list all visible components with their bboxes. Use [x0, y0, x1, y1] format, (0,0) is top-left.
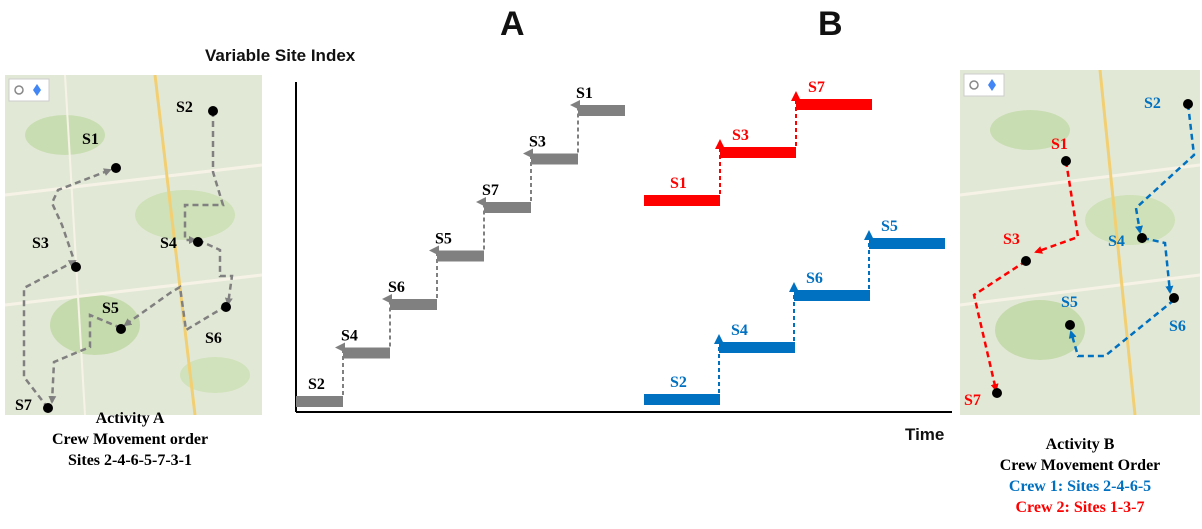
left-caption-order-label: Crew Movement order: [51, 431, 209, 448]
activity-a-bar-s6: [390, 299, 437, 310]
right-path-3-7: [972, 259, 1027, 392]
activity-b-crew-2-label-s3: S3: [732, 127, 749, 144]
left-path-3-1: [50, 168, 112, 267]
right-path-2-4: [1134, 103, 1196, 234]
left-label-s4: S4: [160, 235, 177, 252]
x-axis-title: Time: [905, 425, 945, 444]
directions-icon: [33, 84, 41, 96]
activity-a-label-s1: S1: [576, 85, 593, 102]
left-caption-sites: Sites 2-4-6-5-7-3-1: [68, 452, 192, 469]
y-axis-title: Variable Site Index: [205, 46, 356, 65]
activity-b-crew-1-bar-s2: [644, 394, 720, 405]
left-site-s4-dot: [193, 237, 203, 247]
right-site-s2-dot: [1183, 99, 1193, 109]
activity-b-crew-2-bar-s3: [720, 147, 796, 158]
activity-b-crew-1-label-s6: S6: [806, 270, 823, 287]
left-path-5-7: [48, 313, 122, 404]
left-label-s5: S5: [102, 300, 119, 317]
right-site-s1-dot: [1061, 156, 1071, 166]
activity-b-crew-2-label-s1: S1: [670, 175, 687, 192]
right-map-background: [960, 70, 1200, 415]
left-caption-activity: Activity A: [95, 410, 165, 427]
left-label-s6: S6: [205, 330, 222, 347]
left-site-s5-dot: [116, 324, 126, 334]
activity-b-crew-2-bar-s1: [644, 195, 720, 206]
activity-a-bar-s5: [437, 250, 484, 262]
right-path-1-3: [1034, 160, 1080, 254]
search-icon: [969, 80, 979, 90]
right-path-6-5: [1068, 299, 1175, 358]
activity-b-crew-2-bar-s7: [796, 99, 872, 110]
activity-a-label-s6: S6: [388, 279, 405, 296]
activity-a-bar-s2: [296, 396, 343, 407]
left-path-2-4: [183, 111, 225, 244]
right-caption-crew1: Crew 1: Sites 2-4-6-5: [1008, 478, 1152, 495]
panel-b-title: B: [818, 5, 843, 43]
right-caption-activity: Activity B: [1045, 436, 1115, 453]
right-path-4-6: [1142, 236, 1174, 294]
right-label-s3: S3: [1003, 231, 1020, 248]
activity-b-crew-1-bar-s5: [869, 238, 945, 249]
activity-a-bar-s7: [484, 202, 531, 213]
activity-b-crew-1-bar-s6: [794, 290, 870, 301]
left-caption: Activity A Crew Movement order Sites 2-4…: [0, 408, 260, 471]
left-label-s1: S1: [82, 131, 99, 148]
right-site-s3-dot: [1021, 256, 1031, 266]
right-map-overlay: S1 S2 S3 S4 S5 S6 S7: [964, 95, 1196, 409]
site-time-chart: S2 S4 S6 S5 S7 S3 S1 S1 S3 S7 S2 S4 S6 S5: [295, 79, 952, 413]
activity-b-crew-1-label-s4: S4: [731, 322, 748, 339]
activity-a-label-s5: S5: [435, 231, 452, 248]
right-site-s7-dot: [992, 388, 1002, 398]
left-label-s7: S7: [15, 397, 32, 414]
left-site-s6-dot: [221, 302, 231, 312]
activity-b-crew-2-label-s7: S7: [808, 79, 825, 96]
left-site-s2-dot: [208, 106, 218, 116]
right-site-s4-dot: [1137, 233, 1147, 243]
activity-b-crew-1-label-s2: S2: [670, 374, 687, 391]
activity-a-label-s7: S7: [482, 182, 499, 199]
activity-a-label-s3: S3: [529, 134, 546, 151]
right-caption: Activity B Crew Movement Order Crew 1: S…: [960, 434, 1200, 518]
left-site-s1-dot: [111, 163, 121, 173]
left-label-s3: S3: [32, 235, 49, 252]
left-site-s7-dot: [43, 403, 53, 413]
right-label-s2: S2: [1144, 95, 1161, 112]
right-caption-crew2: Crew 2: Sites 1-3-7: [1015, 499, 1145, 516]
left-path-6-5: [123, 284, 227, 333]
right-label-s6: S6: [1169, 318, 1186, 335]
right-caption-order-label: Crew Movement Order: [999, 457, 1161, 474]
directions-icon: [988, 79, 996, 91]
left-map-overlay: S1 S2 S3 S4 S5 S6 S7: [15, 99, 234, 414]
activity-b-crew-1-bar-s4: [719, 342, 795, 353]
left-path-7-3: [22, 259, 77, 409]
right-map: [960, 70, 1200, 415]
search-icon: [14, 85, 24, 95]
left-label-s2: S2: [176, 99, 193, 116]
right-site-s6-dot: [1169, 293, 1179, 303]
activity-a-label-s2: S2: [308, 376, 325, 393]
right-label-s7: S7: [964, 392, 981, 409]
right-label-s4: S4: [1108, 233, 1125, 250]
activity-a-bar-s4: [343, 347, 390, 359]
right-site-s5-dot: [1065, 320, 1075, 330]
activity-a-bar-s1: [578, 105, 625, 116]
right-label-s5: S5: [1061, 294, 1078, 311]
activity-a-bar-s3: [531, 153, 578, 165]
left-site-s3-dot: [71, 262, 81, 272]
right-label-s1: S1: [1051, 136, 1068, 153]
activity-a-label-s4: S4: [341, 328, 358, 345]
activity-b-crew-1-label-s5: S5: [881, 218, 898, 235]
left-path-4-6: [197, 238, 234, 306]
panel-a-title: A: [500, 5, 525, 43]
